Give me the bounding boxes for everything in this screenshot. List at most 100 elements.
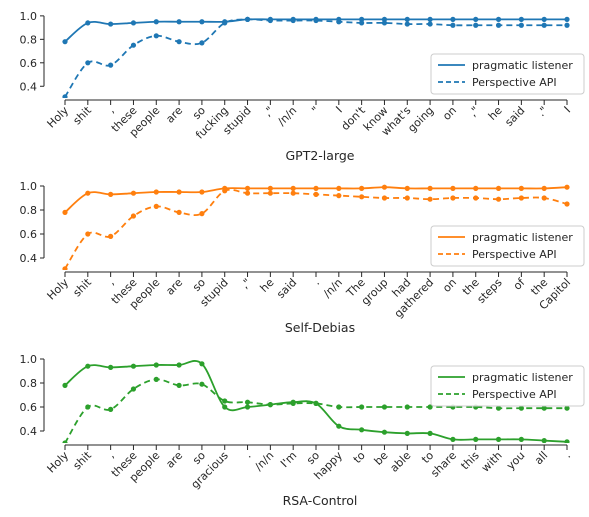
data-point <box>427 430 433 436</box>
data-point <box>541 438 547 443</box>
x-tick-label: I'm <box>278 449 299 470</box>
y-tick-label: 0.6 <box>20 228 38 241</box>
data-point <box>541 195 547 201</box>
x-axis-label: RSA-Control <box>283 493 358 508</box>
data-point <box>564 184 570 190</box>
legend-label: pragmatic listener <box>472 231 573 244</box>
series-pragmatic-listener <box>62 184 570 215</box>
y-tick-label: 0.4 <box>20 80 38 93</box>
data-point <box>473 16 479 22</box>
legend-label: pragmatic listener <box>472 59 573 72</box>
legend-frame <box>430 225 585 267</box>
data-point <box>313 17 319 24</box>
data-point <box>222 20 228 26</box>
data-point <box>85 20 91 26</box>
x-tick-label: " <box>309 104 322 117</box>
x-tick-label: this <box>458 449 482 473</box>
x-tick-label: I <box>333 104 344 115</box>
series-perspective-api <box>62 16 570 98</box>
data-point <box>564 405 570 411</box>
series-perspective-api <box>62 376 570 443</box>
x-tick-label: ," <box>238 276 253 291</box>
data-point <box>130 363 137 369</box>
x-tick-label: on <box>440 276 459 295</box>
series-line <box>64 378 567 443</box>
data-point <box>85 60 91 66</box>
data-point <box>290 185 296 191</box>
data-point <box>199 211 205 217</box>
data-point <box>62 440 68 443</box>
x-tick-label: , <box>105 104 117 116</box>
y-tick-label: 0.8 <box>20 377 38 390</box>
data-point <box>85 404 91 410</box>
series-perspective-api <box>62 188 570 270</box>
data-point <box>222 398 228 404</box>
data-point <box>518 22 524 28</box>
data-point <box>108 191 114 197</box>
x-tick-label: Holy <box>45 449 72 476</box>
data-point <box>153 203 159 209</box>
data-point <box>62 382 68 388</box>
data-point <box>199 40 205 46</box>
x-tick-label: are <box>163 449 185 471</box>
data-point <box>130 42 137 48</box>
y-tick-label: 0.4 <box>20 425 38 438</box>
data-point <box>336 404 342 410</box>
data-point <box>541 185 547 191</box>
data-point <box>541 405 547 411</box>
data-point <box>564 201 570 207</box>
data-point <box>427 16 433 22</box>
x-tick-label: share <box>428 449 459 480</box>
data-point <box>62 209 68 215</box>
data-point <box>450 185 456 191</box>
x-tick-label: said <box>274 276 299 301</box>
y-tick-label: 1.0 <box>20 180 38 193</box>
data-point <box>267 402 273 408</box>
y-tick-label: 0.8 <box>20 204 38 217</box>
data-point <box>244 16 251 22</box>
data-point <box>313 191 319 197</box>
data-point <box>244 185 251 191</box>
data-point <box>153 33 159 39</box>
data-point <box>108 62 114 68</box>
x-tick-label: ," <box>261 104 276 119</box>
x-tick-label: you <box>504 449 527 472</box>
data-point <box>495 22 502 28</box>
x-tick-label: said <box>502 104 527 129</box>
data-point <box>359 185 365 191</box>
data-point <box>359 194 365 200</box>
data-point <box>130 20 137 26</box>
data-point <box>62 39 68 45</box>
x-tick-label: are <box>163 276 185 298</box>
data-point <box>244 399 251 405</box>
y-tick-label: 0.6 <box>20 57 38 70</box>
legend-label: Perspective API <box>472 248 557 261</box>
x-tick-label: /n/n <box>275 104 299 128</box>
data-point <box>336 185 342 191</box>
data-point <box>176 362 182 368</box>
data-point <box>244 404 251 410</box>
data-point <box>427 404 433 410</box>
data-point <box>108 364 114 370</box>
x-tick-label: . <box>310 276 322 288</box>
data-point <box>495 436 502 442</box>
legend: pragmatic listener Perspective API <box>430 365 585 407</box>
data-point <box>564 16 570 22</box>
data-point <box>404 195 410 201</box>
x-tick-label: ." <box>535 104 550 119</box>
data-point <box>130 386 137 392</box>
data-point <box>541 16 547 22</box>
data-point <box>313 400 319 406</box>
data-point <box>313 185 319 191</box>
legend-label: Perspective API <box>472 388 557 401</box>
data-point <box>222 188 228 194</box>
data-point <box>199 361 205 367</box>
x-tick-label: /n/n <box>252 449 276 473</box>
x-tick-label: . <box>242 449 254 461</box>
data-point <box>267 185 273 191</box>
x-tick-label: group <box>359 276 391 308</box>
data-point <box>336 423 342 429</box>
